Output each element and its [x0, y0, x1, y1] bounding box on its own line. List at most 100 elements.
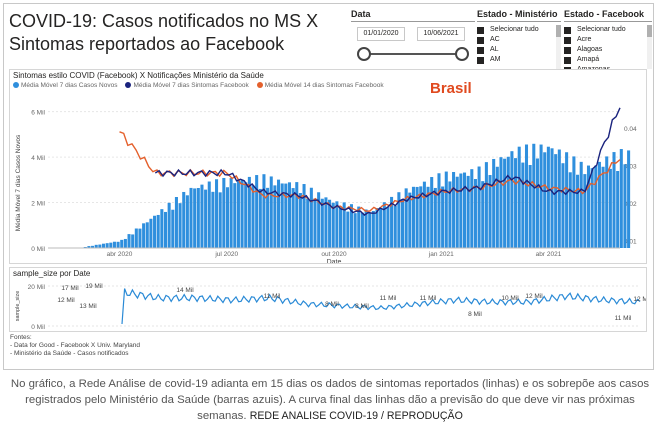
- estado-ministerio-item[interactable]: Selecionar tudo: [477, 25, 561, 35]
- estado-ministerio-item[interactable]: AL: [477, 45, 561, 55]
- checkbox-icon[interactable]: [564, 26, 571, 34]
- checkbox-icon[interactable]: [477, 26, 484, 34]
- bar: [382, 202, 386, 248]
- bar: [134, 228, 138, 248]
- bar: [200, 184, 204, 248]
- bar: [495, 166, 499, 248]
- estado-ministerio-scrollbar[interactable]: [556, 25, 561, 69]
- source-line: - Data for Good - Facebook X Univ. Maryl…: [10, 342, 140, 349]
- x-tick-label: abr 2021: [536, 251, 562, 258]
- bar: [514, 158, 518, 248]
- bar: [298, 193, 302, 248]
- y2-tick-label: 0.03: [624, 164, 637, 171]
- x-tick-label: jul 2020: [214, 251, 238, 258]
- checkbox-icon[interactable]: [477, 46, 484, 54]
- estado-ministerio-label: AL: [490, 46, 499, 53]
- dashboard: COVID-19: Casos notificados no MS X Sint…: [3, 3, 654, 370]
- legend-label: Média Móvel 14 dias Sintomas Facebook: [264, 82, 384, 89]
- bar: [174, 197, 178, 248]
- bar: [594, 165, 598, 248]
- scroll-thumb[interactable]: [647, 25, 652, 37]
- estado-ministerio-slicer[interactable]: Estado - Ministério Selecionar tudo AC AL A…: [477, 9, 561, 71]
- bar: [364, 209, 368, 248]
- data-label: 12 Mil: [633, 296, 646, 303]
- bar: [291, 188, 295, 248]
- bar: [368, 212, 372, 248]
- bar: [535, 158, 539, 248]
- bar: [258, 188, 262, 248]
- start-date-input[interactable]: 01/01/2020: [357, 27, 405, 41]
- checkbox-icon[interactable]: [477, 36, 484, 44]
- end-date-input[interactable]: 10/06/2021: [417, 27, 465, 41]
- estado-facebook-list: Selecionar tudoAcreAlagoasAmapáAmazonas: [564, 25, 652, 75]
- bar: [196, 187, 200, 248]
- bar: [182, 191, 186, 248]
- estado-facebook-item[interactable]: Acre: [564, 35, 652, 45]
- legend-label: Média Móvel 7 dias Casos Novos: [21, 82, 118, 89]
- main-chart-legend: Média Móvel 7 dias Casos Novos Média Móv…: [13, 82, 384, 89]
- bar: [404, 188, 408, 248]
- legend-item-fb7[interactable]: Média Móvel 7 dias Sintomas Facebook: [125, 82, 249, 89]
- bar: [477, 166, 481, 248]
- bar: [488, 175, 492, 248]
- bar: [112, 241, 116, 248]
- data-label: 8 Mil: [355, 303, 369, 310]
- bar: [419, 186, 423, 248]
- y-tick-label: 6 Mil: [31, 110, 45, 117]
- bar: [619, 149, 623, 248]
- y-axis-label: Média Móvel 7 dias Casos Novos: [15, 134, 22, 231]
- bar: [163, 211, 168, 248]
- bar: [178, 203, 182, 248]
- bar: [98, 244, 102, 248]
- estado-facebook-scrollbar[interactable]: [647, 25, 652, 69]
- date-slicer[interactable]: Data 01/01/2020 10/06/2021: [351, 9, 475, 71]
- main-chart-title: Sintomas estilo COVID (Facebook) X Notif…: [13, 71, 264, 80]
- legend-item-fb14[interactable]: Média Móvel 14 dias Sintomas Facebook: [256, 82, 384, 89]
- estado-facebook-item[interactable]: Alagoas: [564, 45, 652, 55]
- bar: [499, 157, 503, 248]
- end-slider-handle[interactable]: [455, 47, 469, 61]
- estado-ministerio-item[interactable]: AC: [477, 35, 561, 45]
- y-tick-label: 2 Mil: [31, 201, 45, 208]
- bar: [225, 187, 230, 248]
- bar: [481, 181, 485, 248]
- sample-chart-plot[interactable]: 0 Mil 20 Mil sample_size 17 Mil 19 Mil 12 Mil…: [10, 268, 646, 331]
- bar: [255, 175, 259, 248]
- estado-facebook-title: Estado - Facebook: [564, 9, 652, 22]
- scroll-thumb[interactable]: [556, 25, 561, 37]
- start-slider-handle[interactable]: [357, 47, 371, 61]
- sources: Fontes: - Data for Good - Facebook X Uni…: [10, 334, 140, 358]
- checkbox-icon[interactable]: [564, 56, 571, 64]
- data-label: 12 Mil: [57, 297, 75, 304]
- data-label: 19 Mil: [85, 283, 103, 290]
- bar: [215, 179, 219, 248]
- bar: [335, 201, 339, 248]
- bar: [586, 165, 591, 248]
- bar: [138, 228, 142, 248]
- estado-facebook-item[interactable]: Amapá: [564, 55, 652, 65]
- main-chart-plot[interactable]: 0 Mil 2 Mil 4 Mil 6 Mil 0.01 0.02 0.03 0.04 abr …: [10, 70, 646, 263]
- estado-ministerio-label: AM: [490, 56, 501, 63]
- bar: [550, 148, 554, 248]
- estado-ministerio-label: Selecionar tudo: [490, 26, 539, 33]
- bar: [492, 158, 496, 248]
- bar: [349, 204, 353, 248]
- estado-ministerio-item[interactable]: AM: [477, 55, 561, 65]
- bar: [222, 177, 226, 248]
- data-label: 8 Mil: [325, 301, 339, 308]
- bar: [211, 191, 215, 248]
- checkbox-icon[interactable]: [564, 46, 571, 54]
- checkbox-icon[interactable]: [564, 36, 571, 44]
- bar: [91, 245, 95, 248]
- bar: [127, 234, 131, 248]
- legend-item-casos[interactable]: Média Móvel 7 dias Casos Novos: [13, 82, 117, 89]
- bar: [262, 174, 266, 248]
- bar: [506, 156, 510, 248]
- checkbox-icon[interactable]: [477, 56, 484, 64]
- estado-facebook-item[interactable]: Selecionar tudo: [564, 25, 652, 35]
- data-label: 8 Mil: [468, 311, 482, 318]
- estado-facebook-slicer[interactable]: Estado - Facebook Selecionar tudo Acre Ala…: [564, 9, 652, 74]
- bar: [565, 152, 569, 248]
- x-tick-label: jan 2021: [428, 251, 454, 258]
- date-slider-track[interactable]: [363, 53, 467, 55]
